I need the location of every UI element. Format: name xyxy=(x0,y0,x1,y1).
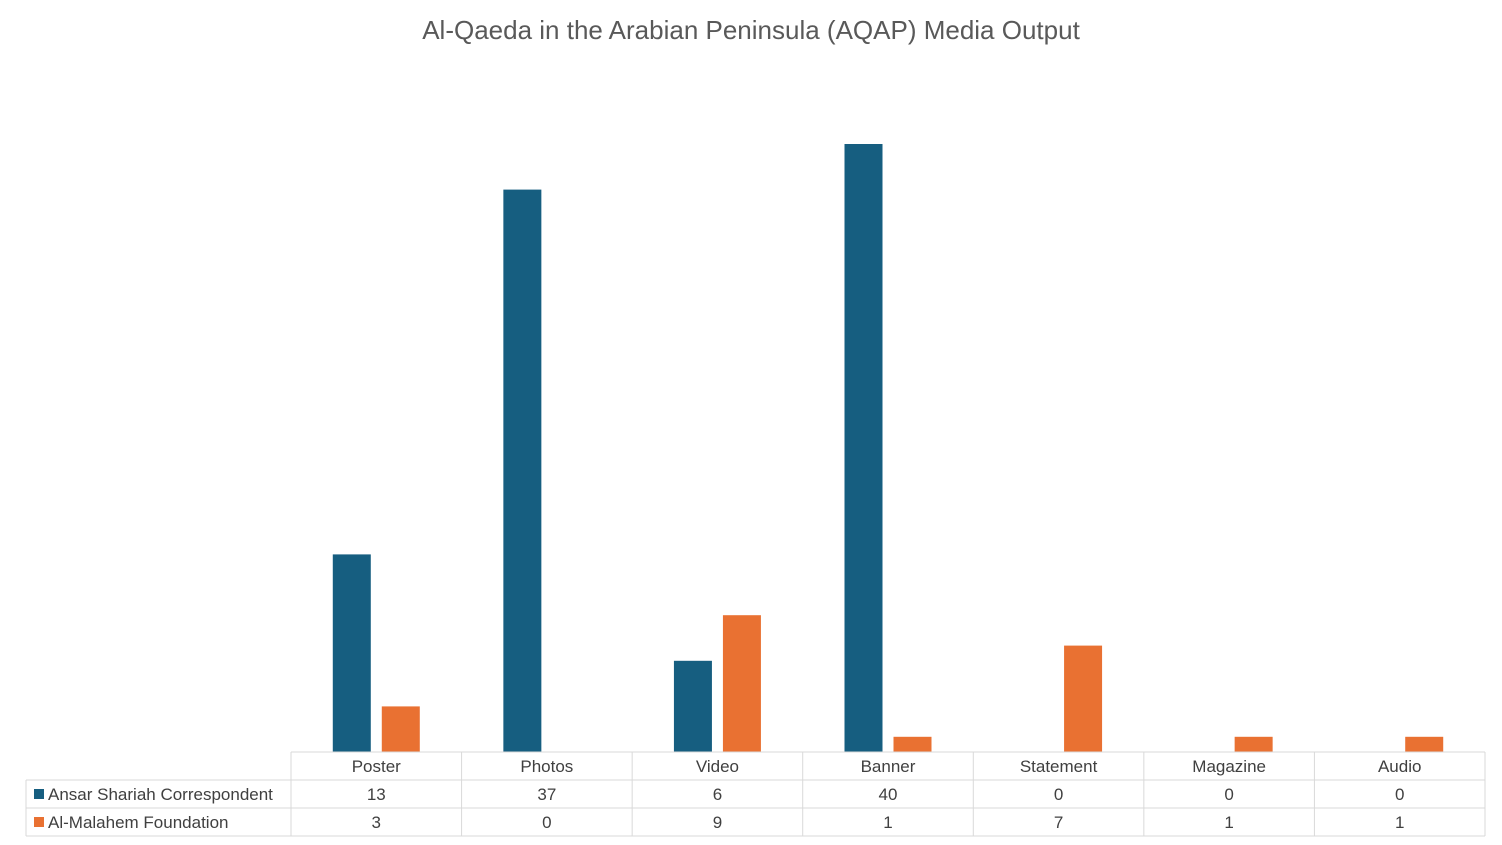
data-table: Poster Photos Video Banner Statement Magazine… xyxy=(25,751,1486,837)
category-label: Audio xyxy=(1378,757,1421,776)
data-value: 40 xyxy=(879,785,898,804)
legend-swatch xyxy=(34,789,44,799)
bar-video-series-1 xyxy=(722,615,761,752)
category-label: Magazine xyxy=(1192,757,1266,776)
bar-audio-series-1 xyxy=(1405,736,1444,752)
category-label: Photos xyxy=(520,757,573,776)
bar-photos-series-0 xyxy=(503,189,542,753)
chart-title: Al-Qaeda in the Arabian Peninsula (AQAP)… xyxy=(422,15,1080,45)
data-value: 13 xyxy=(367,785,386,804)
category-label: Banner xyxy=(861,757,916,776)
bar-statement-series-1 xyxy=(1064,645,1103,752)
data-value: 7 xyxy=(1054,813,1063,832)
bar-poster-series-1 xyxy=(381,706,420,752)
bar-banner-series-1 xyxy=(893,736,932,752)
category-label: Statement xyxy=(1020,757,1098,776)
data-value: 0 xyxy=(1395,785,1404,804)
data-value: 6 xyxy=(713,785,722,804)
legend-label: Ansar Shariah Correspondent xyxy=(48,785,273,804)
data-value: 0 xyxy=(542,813,551,832)
data-value: 1 xyxy=(1224,813,1233,832)
bar-poster-series-0 xyxy=(332,554,371,752)
data-value: 9 xyxy=(713,813,722,832)
bar-video-series-0 xyxy=(673,660,712,752)
category-label: Poster xyxy=(352,757,401,776)
data-value: 0 xyxy=(1054,785,1063,804)
legend-label: Al-Malahem Foundation xyxy=(48,813,228,832)
legend-swatch xyxy=(34,817,44,827)
bar-magazine-series-1 xyxy=(1234,736,1273,752)
bar-banner-series-0 xyxy=(844,144,883,752)
category-label: Video xyxy=(696,757,739,776)
data-value: 1 xyxy=(883,813,892,832)
data-value: 37 xyxy=(537,785,556,804)
bars-group xyxy=(332,144,1444,753)
data-value: 1 xyxy=(1395,813,1404,832)
data-value: 3 xyxy=(372,813,381,832)
data-value: 0 xyxy=(1224,785,1233,804)
